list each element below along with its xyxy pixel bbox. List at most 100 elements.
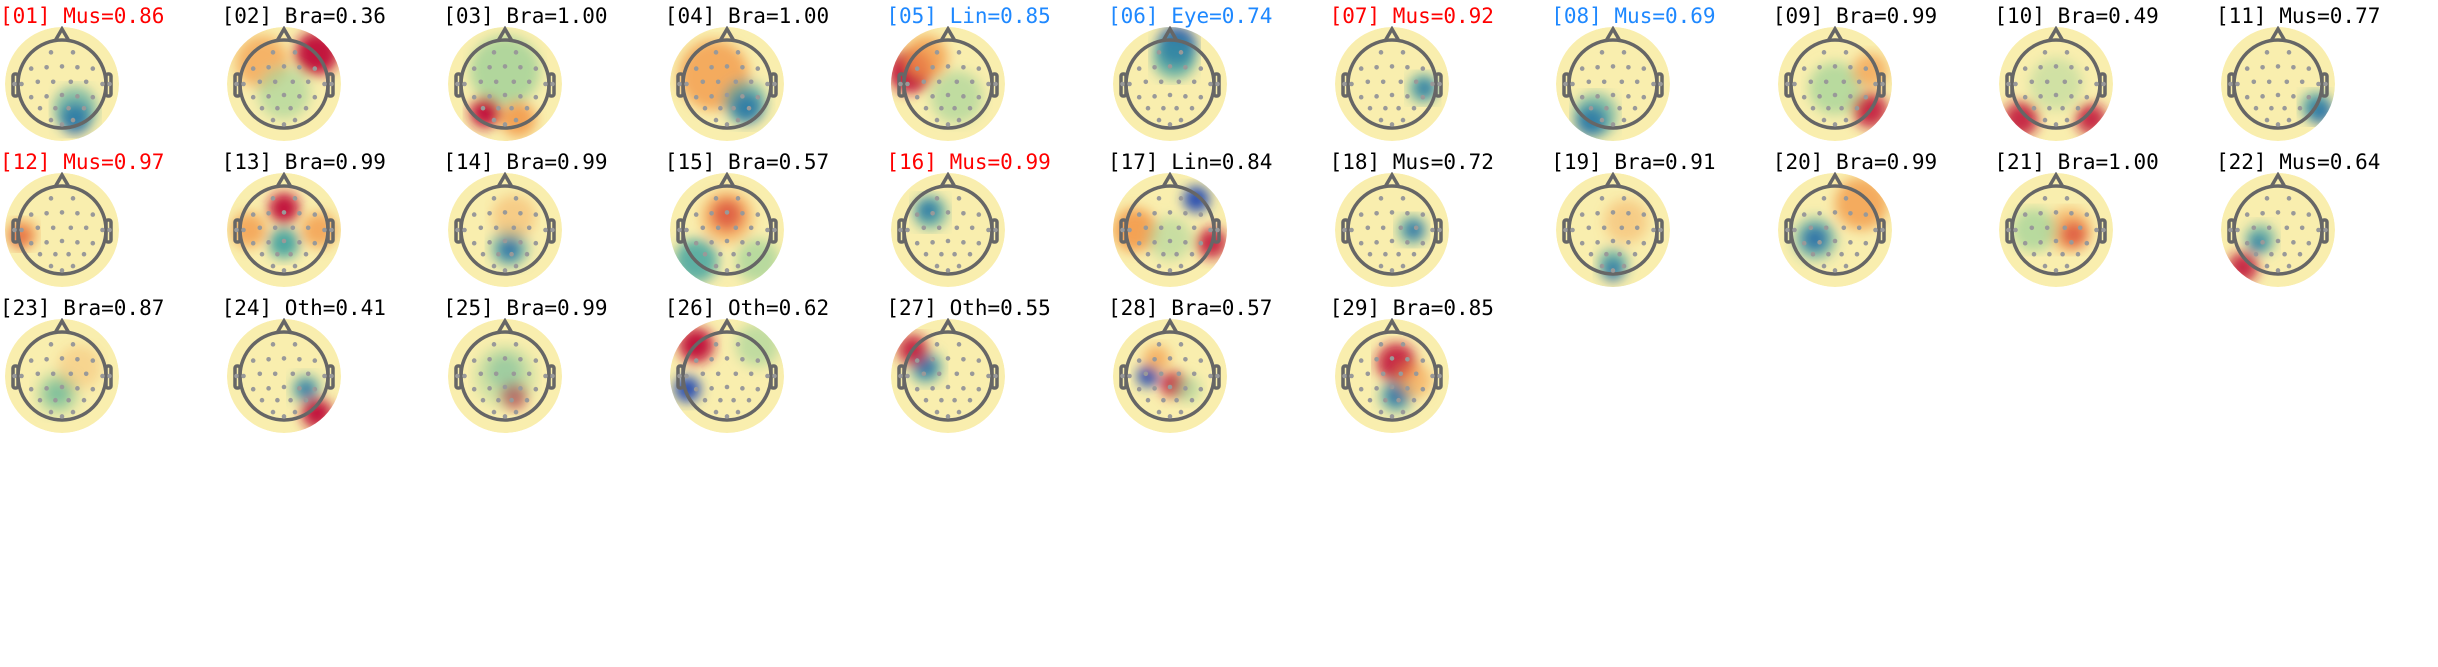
electrode (693, 66, 699, 71)
electrode (2054, 122, 2059, 127)
electrode (1604, 251, 1609, 257)
electrode (2269, 251, 2274, 257)
topo-background (5, 173, 119, 287)
electrode (724, 238, 730, 244)
electrode (70, 342, 76, 347)
electrode (1863, 240, 1868, 246)
electrode (524, 251, 530, 257)
electrode (2286, 50, 2292, 55)
electrode (937, 79, 942, 85)
electrode (2065, 263, 2070, 269)
electrode (491, 117, 497, 123)
electrode (946, 64, 951, 69)
electrode (1580, 240, 1585, 246)
electrode (2275, 210, 2281, 215)
electrode (1120, 227, 1125, 233)
electrode (709, 64, 714, 70)
electrode (1641, 212, 1647, 217)
electrode (240, 81, 246, 87)
electrode (502, 414, 508, 419)
electrode (292, 50, 297, 55)
electrode (1215, 227, 1220, 233)
electrode (2043, 50, 2048, 55)
electrode (1127, 227, 1132, 233)
electrode (303, 105, 308, 111)
electrode (1420, 94, 1425, 100)
electrode (1174, 251, 1179, 257)
electrode (1136, 358, 1142, 363)
electrode (772, 373, 777, 379)
electrode (75, 210, 80, 216)
electrode (1854, 105, 1860, 111)
electrode (305, 371, 311, 377)
component-title: [01] Mus=0.86 (0, 4, 165, 28)
electrode (2043, 263, 2048, 269)
component-15: [15] Bra=0.57 (665, 150, 887, 297)
electrode (19, 227, 24, 233)
component-title: [19] Bra=0.91 (1551, 150, 1716, 174)
electrode (59, 210, 65, 215)
electrode (1843, 196, 1849, 201)
electrode (1610, 64, 1616, 69)
electrode (1420, 212, 1425, 217)
topo-blob (1183, 186, 1210, 213)
electrode (296, 64, 302, 70)
electrode (731, 251, 736, 257)
electrode (59, 238, 65, 244)
electrode (1382, 251, 1388, 257)
electrode (676, 227, 682, 233)
electrode (472, 358, 477, 363)
electrode (1617, 251, 1623, 257)
electrode (270, 263, 275, 269)
electrode (961, 356, 967, 362)
electrode (70, 50, 76, 55)
electrode (1404, 64, 1410, 70)
topomap (5, 172, 119, 287)
electrode (2045, 79, 2050, 85)
electrode (957, 263, 962, 269)
electrode (1145, 105, 1151, 111)
electrode (1358, 358, 1364, 363)
component-22: [22] Mus=0.64 (2216, 150, 2438, 297)
electrode (733, 79, 738, 85)
topomap (669, 318, 784, 433)
electrode (2264, 117, 2270, 123)
electrode (1400, 409, 1405, 415)
component-title: [14] Bra=0.99 (443, 150, 608, 174)
electrode (1420, 386, 1425, 392)
electrode (731, 397, 736, 403)
electrode (53, 251, 58, 257)
electrode (1621, 50, 1627, 55)
electrode (2253, 105, 2259, 111)
electrode (1626, 94, 1631, 99)
electrode (502, 384, 508, 390)
component-19: [19] Bra=0.91 (1551, 150, 1773, 297)
electrode (1595, 94, 1601, 99)
electrode (2043, 196, 2048, 201)
electrode (1610, 238, 1616, 244)
electrode (472, 240, 477, 246)
electrode (739, 94, 745, 99)
electrode (1136, 386, 1142, 392)
electrode (1821, 117, 1827, 123)
electrode (739, 386, 745, 391)
component-9: [09] Bra=0.99 (1773, 4, 1995, 151)
component-18: [18] Mus=0.72 (1330, 150, 1552, 297)
electrode (915, 358, 920, 363)
electrode (1610, 210, 1616, 215)
electrode (709, 210, 714, 216)
electrode (1358, 66, 1364, 71)
electrode (296, 356, 302, 362)
electrode (755, 386, 760, 392)
electrode (1365, 225, 1370, 231)
electrode (915, 240, 920, 246)
electrode (2101, 81, 2107, 87)
electrode (259, 105, 264, 111)
electrode (1373, 356, 1379, 362)
electrode (1841, 79, 1846, 85)
electrode (1404, 94, 1410, 99)
electrode (550, 373, 556, 379)
electrode (2282, 251, 2287, 257)
electrode (1341, 373, 1347, 379)
electrode (328, 373, 334, 379)
